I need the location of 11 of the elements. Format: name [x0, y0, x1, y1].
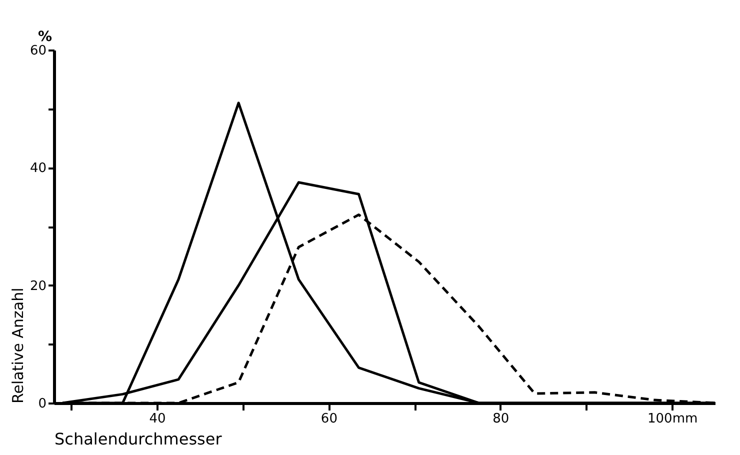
- y-tick-label: 60: [30, 44, 46, 58]
- y-tick-label: 0: [38, 396, 46, 412]
- x-axis-title: Schalendurchmesser: [54, 430, 222, 448]
- x-tick-label: 80: [492, 412, 510, 426]
- x-tick-label: 60: [320, 412, 338, 426]
- y-tick-label: 40: [30, 161, 46, 176]
- x-tick-label: 100mm: [648, 412, 698, 426]
- text: %: [38, 29, 52, 45]
- y-tick-label: 20: [30, 278, 46, 294]
- x-tick-label: 40: [149, 412, 166, 426]
- y-axis-title: Relative Anzahl: [8, 288, 27, 404]
